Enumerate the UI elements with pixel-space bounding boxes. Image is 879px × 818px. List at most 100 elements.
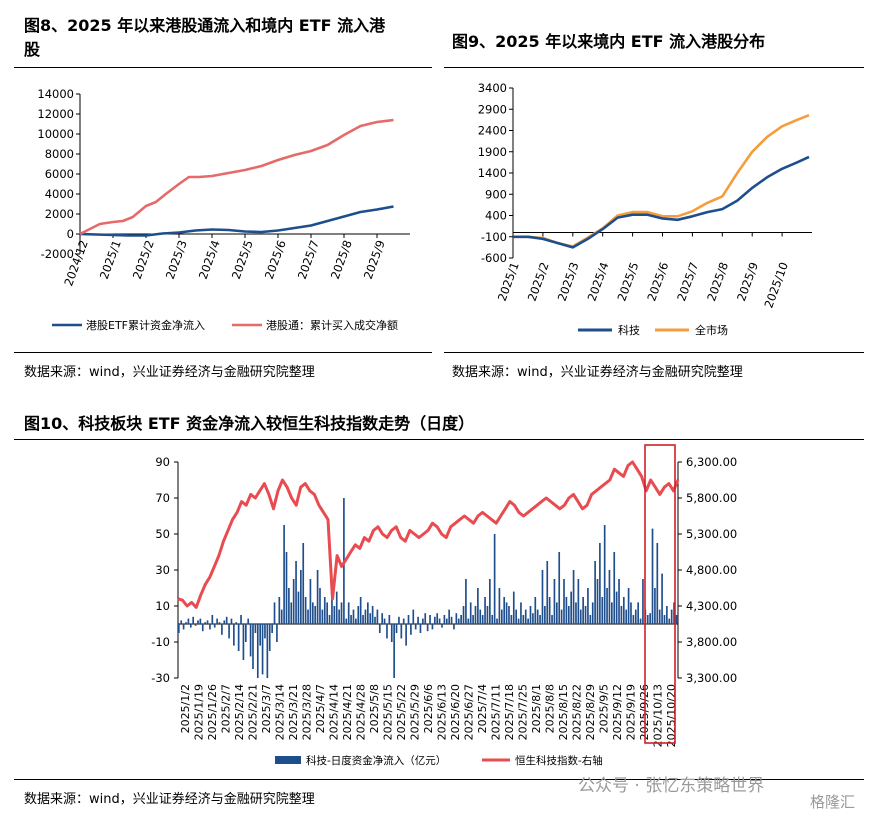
fig10-bar: [264, 624, 266, 639]
fig10-bar: [256, 624, 259, 678]
fig10-bar: [278, 597, 281, 624]
fig10-x-tick-label: 2025/8/22: [571, 684, 584, 740]
fig10-bar: [211, 615, 214, 624]
fig8-y-tick-label: -2000: [41, 247, 74, 261]
fig9-x-tick-label: 2025/6: [644, 260, 671, 303]
fig10-bar: [199, 618, 202, 624]
fig10-x-tick-label: 2025/8/29: [584, 684, 597, 740]
fig10-x-tick-label: 2025/5/15: [381, 684, 394, 740]
fig8-y-tick-label: 0: [67, 227, 74, 241]
fig8-x-tick-label: 2025/4: [196, 238, 223, 281]
fig10-bar: [393, 624, 395, 678]
fig10-x-tick-label: 2025/9/19: [625, 684, 638, 740]
fig8-series-line-0: [79, 205, 394, 237]
fig9-legend-label-1: 全市场: [695, 323, 728, 337]
fig10-x-tick-label: 2025/5/8: [368, 684, 381, 733]
fig10-bar: [206, 620, 209, 624]
fig10-bar: [268, 624, 271, 651]
fig10-x-tick-label: 2025/2/21: [246, 684, 259, 740]
fig9-source: 数据来源：wind，兴业证券经济与金融研究院整理: [452, 365, 743, 380]
fig10-bar: [500, 609, 503, 624]
fig10-legend-label-bar: 科技-日度资金净流入（亿元）: [306, 754, 446, 767]
fig10-bar: [587, 588, 589, 624]
fig10-bar: [386, 624, 388, 639]
fig10-bar: [505, 602, 508, 624]
fig10-bar: [352, 609, 355, 624]
fig10-right-tick-label: 5,300.00: [686, 527, 737, 541]
fig9-x-tick-label: 2025/7: [674, 260, 701, 303]
fig10-bar: [249, 624, 252, 657]
fig10-x-tick-label: 2025/9/5: [598, 684, 611, 733]
fig10-bar: [338, 609, 340, 624]
fig10-bar: [218, 622, 221, 624]
fig8-x-tick-label: 2025/7: [295, 238, 322, 281]
fig10-bar: [261, 624, 264, 675]
fig10-bar: [288, 588, 290, 624]
fig10-bar: [244, 624, 247, 642]
fig10-bar: [426, 624, 429, 632]
fig10-bar: [319, 588, 321, 624]
fig10-bar: [472, 615, 474, 624]
fig10-bar: [410, 624, 412, 635]
fig10-bar: [534, 597, 537, 624]
fig8-title: 图8、2025 年以来港股通流入和境内 ETF 流入港 股: [24, 14, 385, 62]
fig10-bar: [642, 579, 644, 624]
fig10-x-tick-label: 2025/4/21: [341, 684, 354, 740]
fig9-x-tick-label: 2025/2: [525, 260, 552, 303]
fig10-bar: [326, 602, 328, 624]
fig10-bar: [670, 609, 673, 624]
fig10-bar: [599, 543, 601, 624]
fig10-bar: [237, 624, 240, 651]
fig10-bar: [225, 616, 228, 624]
fig9-bottom-rule: [444, 352, 864, 353]
fig10-right-tick-label: 4,800.00: [686, 563, 737, 577]
fig8-title-line2: 股: [24, 40, 41, 59]
fig10-bar: [510, 615, 513, 624]
fig10-bar: [651, 528, 654, 624]
fig10-bar: [606, 588, 608, 624]
fig10-bar: [292, 579, 295, 624]
fig10-bar: [579, 609, 582, 624]
fig10-bar: [395, 624, 398, 633]
fig10-bar: [496, 618, 498, 624]
fig10-bar: [259, 624, 262, 646]
fig10-bar: [493, 534, 496, 624]
fig10-bar: [280, 609, 283, 624]
fig8-series-line-1: [79, 118, 394, 236]
fig9-y-tick-label: 2400: [478, 124, 507, 138]
fig10-left-tick-label: 70: [155, 491, 170, 505]
fig10-bar: [374, 616, 376, 624]
fig10-bar: [654, 588, 656, 624]
fig10-bar: [355, 618, 357, 624]
fig10-bar: [627, 588, 630, 624]
logo-text: 格隆汇: [810, 793, 856, 811]
fig10-left-tick-label: 10: [155, 599, 170, 613]
fig8-x-tick-label: 2025/1: [97, 238, 124, 281]
fig10-bar: [180, 620, 183, 624]
fig10-x-tick-label: 2025/8/1: [530, 684, 543, 733]
fig10-bar: [347, 602, 350, 624]
fig10-bar: [359, 597, 362, 624]
fig10-bar: [575, 602, 577, 624]
fig10-bar: [479, 609, 482, 624]
fig10-bar: [601, 597, 604, 624]
fig10-right-tick-label: 4,300.00: [686, 599, 737, 613]
fig8-legend-label-0: 港股ETF累计资金净流入: [86, 318, 205, 332]
fig10-bar: [230, 618, 233, 624]
fig10-bar: [419, 624, 422, 633]
fig10-x-tick-label: 2025/3/28: [300, 684, 313, 740]
fig10-x-tick-label: 2025/5/29: [408, 684, 421, 740]
fig10-source: 数据来源：wind，兴业证券经济与金融研究院整理: [24, 792, 315, 807]
fig10-bar: [189, 624, 192, 628]
fig10-bar: [630, 602, 632, 624]
fig8-source: 数据来源：wind，兴业证券经济与金融研究院整理: [24, 365, 315, 380]
fig10-bar: [405, 624, 407, 646]
fig10-bottom-rule: [14, 779, 864, 780]
fig10-bar: [668, 618, 671, 624]
fig10-bar: [328, 615, 331, 624]
fig10-bar: [400, 624, 403, 639]
fig10-bar: [467, 618, 470, 624]
fig10-bar: [402, 618, 405, 624]
fig10-bar: [285, 552, 288, 624]
fig10-x-tick-label: 2025/6/6: [422, 684, 435, 733]
